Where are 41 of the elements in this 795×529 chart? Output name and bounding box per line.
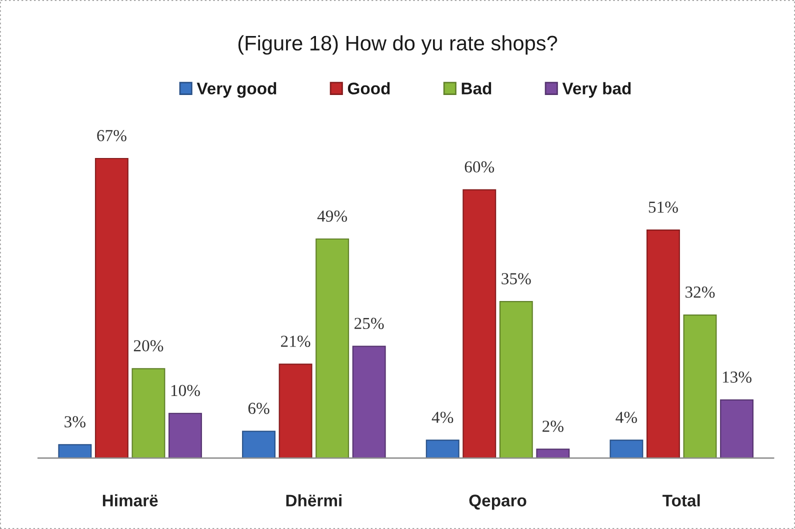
x-tick-label: Dhërmi xyxy=(286,494,342,506)
data-label: 4% xyxy=(432,412,454,424)
bar xyxy=(132,368,166,458)
data-label: 51% xyxy=(648,202,678,213)
bar xyxy=(720,399,754,458)
bar xyxy=(168,412,202,458)
data-label: 60% xyxy=(464,161,494,173)
bar xyxy=(94,158,128,458)
legend-label: Good xyxy=(348,82,390,94)
chart-title: (Figure 18) How do yu rate shops? xyxy=(238,35,558,55)
legend-label: Very good xyxy=(196,82,276,98)
data-label: 20% xyxy=(134,340,164,352)
legend-label: Bad xyxy=(462,82,492,94)
bar xyxy=(536,448,570,458)
data-label: 67% xyxy=(97,130,126,142)
bar xyxy=(242,430,276,458)
bar xyxy=(462,189,496,458)
bar xyxy=(610,440,644,458)
data-label: 49% xyxy=(317,210,348,222)
data-label: 32% xyxy=(686,286,715,298)
bar xyxy=(316,238,350,458)
x-tick-label: Total xyxy=(662,494,700,506)
data-label: 35% xyxy=(502,273,531,284)
bar xyxy=(352,346,386,458)
data-label: 3% xyxy=(64,416,86,428)
bar xyxy=(58,444,92,458)
data-label: 13% xyxy=(722,371,752,383)
bar xyxy=(646,229,680,458)
data-label: 2% xyxy=(542,420,564,432)
x-tick-label: Qeparo xyxy=(469,494,526,510)
x-tick-label: Himarë xyxy=(102,494,158,506)
bar xyxy=(278,364,312,458)
data-label: 25% xyxy=(354,318,384,330)
bar xyxy=(499,301,533,458)
legend-label: Very bad xyxy=(562,82,631,98)
data-label: 4% xyxy=(616,412,637,424)
data-label: 10% xyxy=(171,384,200,396)
data-label: 6% xyxy=(248,402,270,414)
bar xyxy=(683,314,717,458)
bar xyxy=(426,440,460,458)
data-label: 21% xyxy=(281,336,310,347)
